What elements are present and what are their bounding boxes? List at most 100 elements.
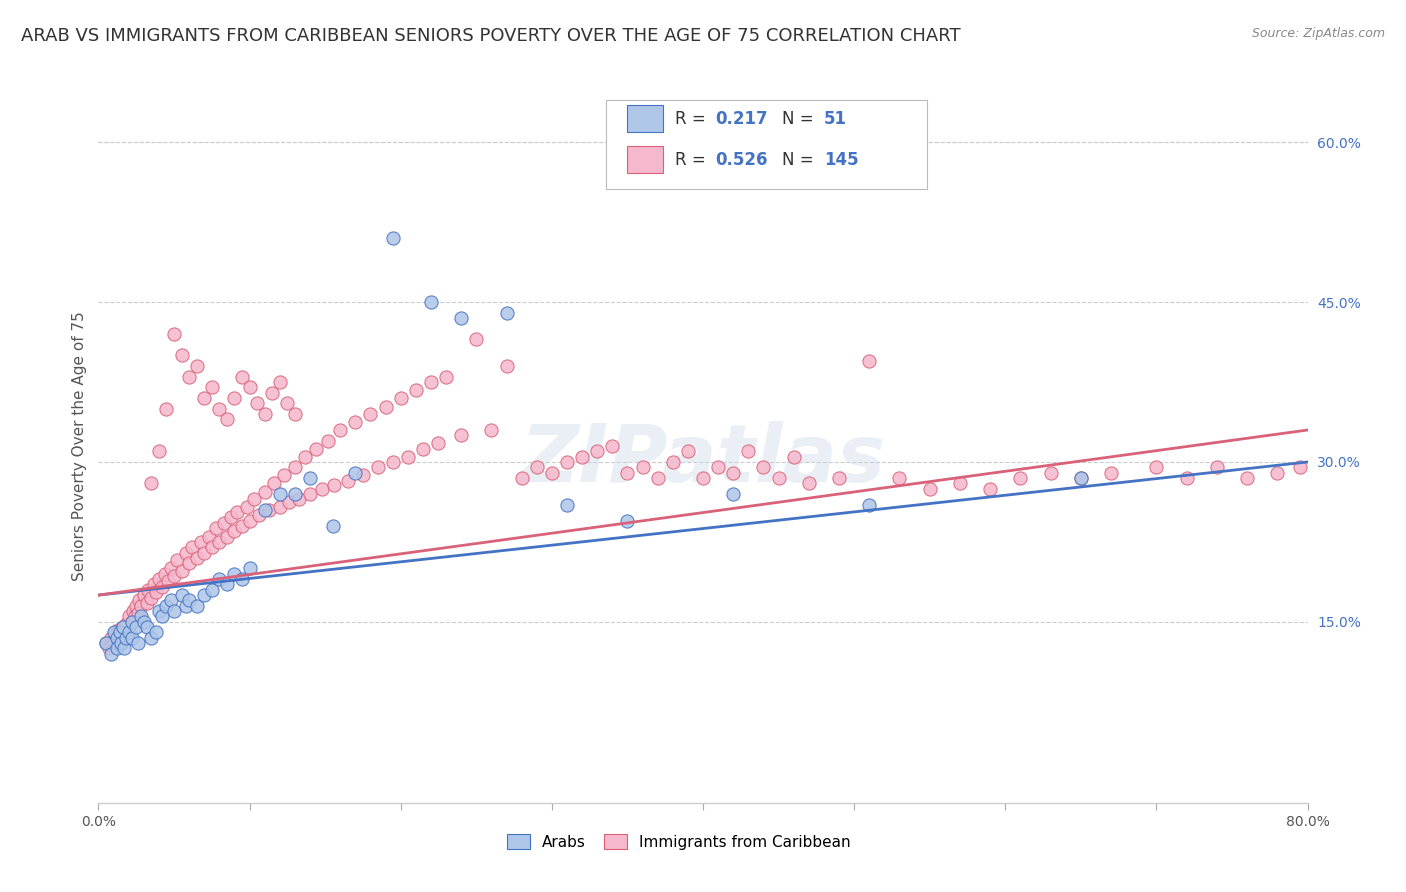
Point: [156, 574, 179, 589]
Point: [294, 450, 316, 464]
Point: [389, 391, 412, 405]
Point: [208, 401, 231, 416]
Point: [1099, 466, 1122, 480]
Point: [284, 460, 307, 475]
Point: [273, 467, 295, 482]
Point: [299, 471, 322, 485]
Point: [235, 500, 257, 514]
Point: [226, 505, 249, 519]
Point: [316, 434, 339, 448]
Point: [150, 609, 173, 624]
Point: [179, 556, 201, 570]
Point: [284, 407, 307, 421]
Point: [510, 471, 533, 485]
Point: [288, 492, 311, 507]
Point: [103, 634, 125, 648]
Point: [215, 577, 238, 591]
Point: [100, 647, 122, 661]
Point: [239, 561, 262, 575]
Point: [125, 620, 148, 634]
Point: [1144, 460, 1167, 475]
Point: [540, 466, 562, 480]
Point: [108, 636, 131, 650]
Point: [105, 631, 128, 645]
Point: [918, 482, 941, 496]
Point: [284, 487, 307, 501]
Point: [768, 471, 790, 485]
Point: [311, 482, 333, 496]
Point: [141, 476, 163, 491]
Point: [555, 498, 578, 512]
Point: [132, 588, 155, 602]
Point: [344, 466, 367, 480]
Point: [253, 484, 276, 499]
Point: [450, 311, 472, 326]
Point: [382, 231, 405, 245]
Point: [224, 391, 246, 405]
Point: [723, 466, 745, 480]
Text: Source: ZipAtlas.com: Source: ZipAtlas.com: [1251, 27, 1385, 40]
Point: [160, 561, 183, 575]
Point: [647, 471, 669, 485]
Point: [114, 616, 136, 631]
Point: [160, 593, 183, 607]
Point: [737, 444, 759, 458]
Point: [1039, 466, 1062, 480]
Point: [163, 327, 186, 342]
Point: [253, 407, 276, 421]
Point: [124, 609, 146, 624]
Point: [110, 636, 132, 650]
Point: [239, 380, 262, 394]
Point: [420, 375, 443, 389]
Point: [231, 369, 253, 384]
Point: [1289, 460, 1312, 475]
Point: [239, 514, 262, 528]
Point: [602, 439, 624, 453]
Point: [299, 487, 322, 501]
Point: [1236, 471, 1258, 485]
Text: ZIPatlas: ZIPatlas: [520, 421, 886, 500]
Point: [231, 519, 253, 533]
Point: [305, 442, 328, 457]
Point: [104, 625, 127, 640]
Point: [495, 306, 517, 320]
Point: [186, 550, 208, 565]
Point: [150, 580, 173, 594]
Point: [661, 455, 683, 469]
Point: [115, 627, 138, 641]
Point: [1070, 471, 1092, 485]
Text: 0.217: 0.217: [716, 110, 768, 128]
Point: [752, 460, 775, 475]
Point: [197, 529, 219, 543]
Point: [193, 588, 215, 602]
Point: [253, 503, 276, 517]
Point: [858, 353, 880, 368]
Point: [979, 482, 1001, 496]
Text: ARAB VS IMMIGRANTS FROM CARIBBEAN SENIORS POVERTY OVER THE AGE OF 75 CORRELATION: ARAB VS IMMIGRANTS FROM CARIBBEAN SENIOR…: [21, 27, 960, 45]
Point: [129, 599, 152, 613]
Point: [166, 553, 188, 567]
Point: [125, 599, 148, 613]
Point: [100, 631, 122, 645]
Point: [526, 460, 548, 475]
Point: [111, 620, 134, 634]
Text: R =: R =: [675, 110, 711, 128]
Point: [193, 545, 215, 559]
Point: [374, 400, 396, 414]
Point: [450, 428, 472, 442]
Text: 51: 51: [824, 110, 846, 128]
Point: [495, 359, 517, 373]
Point: [336, 474, 359, 488]
Point: [136, 582, 159, 597]
Point: [141, 631, 163, 645]
Point: [135, 596, 157, 610]
Point: [132, 615, 155, 629]
Point: [329, 423, 352, 437]
FancyBboxPatch shape: [627, 105, 664, 132]
Point: [276, 396, 298, 410]
Point: [148, 572, 170, 586]
Point: [170, 564, 193, 578]
Point: [208, 534, 231, 549]
Point: [692, 471, 714, 485]
Point: [174, 545, 197, 559]
